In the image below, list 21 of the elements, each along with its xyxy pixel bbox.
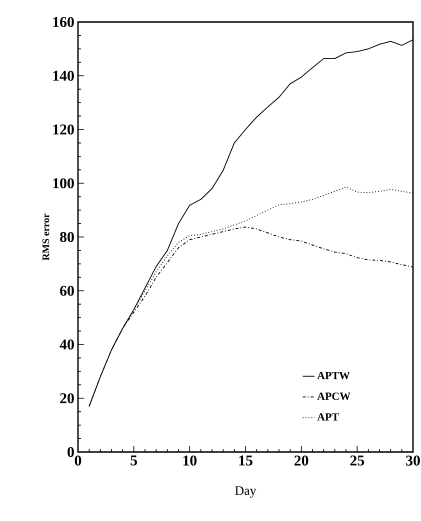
- y-tick-label: 20: [60, 393, 74, 404]
- x-tick-label: 10: [183, 456, 197, 466]
- legend-label: APTW: [317, 372, 350, 380]
- x-tick-label: 20: [294, 456, 308, 466]
- legend-label: APT: [317, 413, 339, 421]
- x-tick-label: 30: [406, 456, 420, 466]
- y-axis-title: RMS error: [42, 214, 50, 260]
- x-tick-label: 5: [130, 456, 138, 466]
- y-tick-label: 160: [53, 16, 74, 28]
- y-tick-label: 40: [60, 339, 74, 350]
- y-tick-label: 140: [53, 70, 74, 81]
- x-tick-label: 0: [74, 456, 82, 466]
- y-tick-label: 60: [60, 286, 74, 296]
- x-tick-label: 15: [239, 456, 252, 466]
- y-tick-label: 100: [53, 178, 74, 188]
- y-tick-label: 120: [53, 124, 74, 135]
- y-tick-label: 0: [68, 446, 74, 458]
- legend-label: APCW: [317, 392, 350, 400]
- y-tick-label: 80: [60, 232, 74, 242]
- x-tick-label: 25: [350, 456, 364, 466]
- x-axis-title: Day: [235, 486, 256, 498]
